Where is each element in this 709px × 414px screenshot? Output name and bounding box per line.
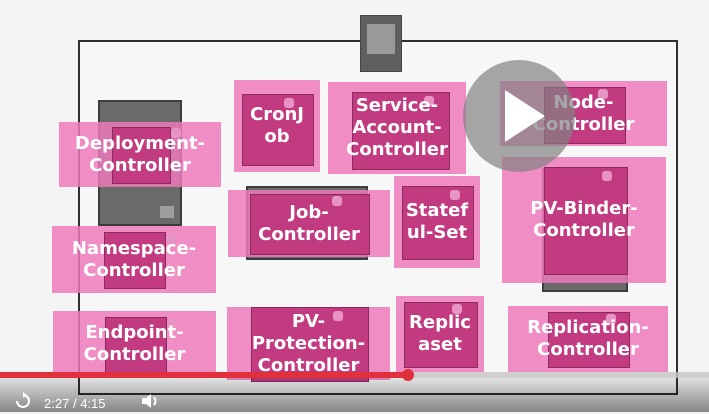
replication-controller: Replication- Controller (508, 306, 668, 372)
volume-button[interactable] (140, 392, 162, 414)
job-controller: Job- Controller (228, 190, 390, 257)
time-display: 2:27 / 4:15 (44, 396, 106, 411)
endpoint-controller: Endpoint- Controller (53, 311, 216, 376)
pv-binder-controller: PV-Binder- Controller (502, 157, 666, 283)
endpoint-controller-label: Endpoint- Controller (83, 321, 186, 365)
api-server-box (360, 15, 402, 72)
pv-protection-controller-label: PV- Protection- Controller (251, 310, 366, 376)
cronjob-controller: CronJ ob (234, 80, 320, 172)
statefulset-controller-label: Statef ul-Set (405, 200, 469, 243)
duration: 4:15 (80, 396, 106, 411)
play-icon (505, 90, 545, 142)
play-overlay-button[interactable] (463, 60, 575, 172)
service-account-controller-label: Service- Account- Controller (346, 95, 448, 160)
replay-button[interactable] (14, 392, 32, 414)
replicaset-controller: Replic aset (396, 296, 484, 372)
cronjob-controller-label: CronJ ob (250, 104, 304, 147)
replay-icon (16, 392, 30, 408)
namespace-controller-label: Namespace- Controller (71, 237, 197, 281)
job-controller-label: Job- Controller (258, 201, 360, 245)
namespace-controller: Namespace- Controller (52, 226, 216, 293)
current-time: 2:27 (44, 396, 70, 411)
progress-played (0, 372, 408, 378)
service-account-controller: Service- Account- Controller (328, 82, 466, 174)
pv-binder-controller-label: PV-Binder- Controller (530, 198, 638, 241)
progress-scrubber[interactable] (402, 369, 414, 381)
statefulset-controller: Statef ul-Set (394, 176, 480, 268)
volume-icon (142, 394, 157, 408)
deployment-controller: Deployment- Controller (59, 122, 221, 187)
deployment-controller-label: Deployment- Controller (74, 132, 206, 176)
time-separator: / (72, 396, 77, 411)
pv-protection-controller: PV- Protection- Controller (227, 307, 390, 382)
replicaset-controller-label: Replic aset (409, 312, 471, 355)
progress-bar[interactable] (0, 369, 709, 381)
replication-controller-label: Replication- Controller (527, 317, 649, 360)
